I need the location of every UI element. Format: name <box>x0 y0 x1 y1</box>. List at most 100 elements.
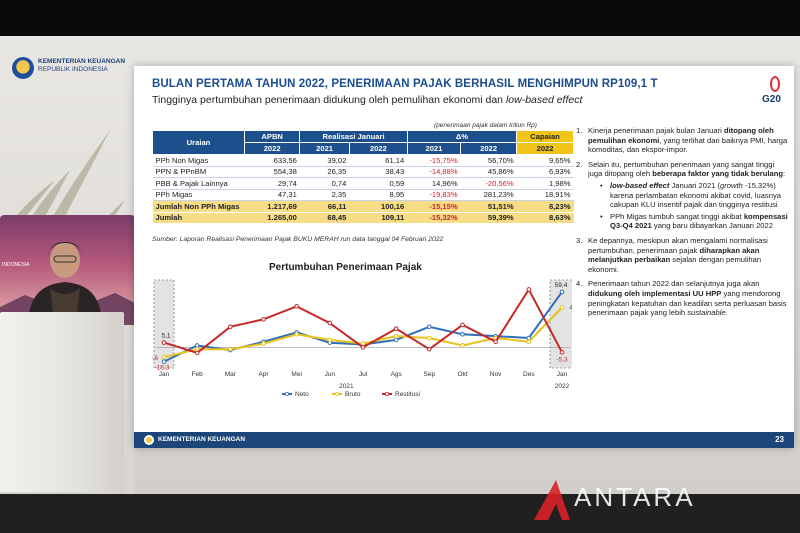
key-point-text: Penerimaan tahun 2022 dan selanjutnya ju… <box>588 279 760 289</box>
series-point <box>261 317 266 322</box>
table-row: PPh Migas 47,31 2,35 8,95 -19,83% 281,23… <box>152 189 574 201</box>
sub-point-1: • low-based effect Januari 2021 (growth … <box>588 181 788 210</box>
legend-marker <box>284 392 289 397</box>
row-d2022: 51,51% <box>460 200 517 213</box>
key-point-3: 3. Ke depannya, meskipun akan mengalami … <box>576 236 788 274</box>
header-delta-2022: 2022 <box>460 142 518 155</box>
row-name: PPh Migas <box>152 189 245 201</box>
data-label-restitusi: -5,3 <box>556 356 568 363</box>
row-r2021: 66,11 <box>299 200 350 213</box>
x-tick-label: Ags <box>391 371 403 378</box>
key-point-number: 1. <box>576 126 583 135</box>
x-tick-label: Mei <box>291 371 301 378</box>
row-r2021: 68,45 <box>299 212 350 224</box>
series-point <box>161 359 167 364</box>
key-point-1: 1. Kinerja penerimaan pajak bulan Januar… <box>576 126 788 155</box>
g20-label: G20 <box>762 94 781 105</box>
key-point-number: 3. <box>576 235 583 245</box>
series-point <box>526 339 532 345</box>
x-tick-label: Feb <box>192 371 204 378</box>
series-line <box>163 291 563 363</box>
key-point-bold: ditopang oleh pemulihan ekonomi <box>588 126 774 145</box>
growth-line-chart: 59,442,7-5,35,1-10,6-15,3JanFebMarAprMei… <box>152 279 572 398</box>
key-point-number: 2. <box>576 159 583 169</box>
legend-label: Restitusi <box>395 391 420 398</box>
year-label-2022: 2022 <box>555 383 570 390</box>
series-point <box>194 350 200 356</box>
ministry-logo-icon <box>12 57 34 79</box>
row-capaian: 1,98% <box>516 177 574 190</box>
series-point <box>261 341 266 346</box>
sub-point-text: yang baru dibayarkan Januari 2022 <box>651 221 773 231</box>
series-point <box>294 303 299 309</box>
sub-point-bold: kompensasi Q3-Q4 2021 <box>610 211 788 231</box>
row-d2021: -15,15% <box>407 200 461 213</box>
row-r2022: 38,43 <box>349 166 408 178</box>
row-d2021: -15,32% <box>407 212 461 224</box>
bottom-letterbox <box>0 494 800 533</box>
year-label-2021: 2021 <box>339 383 354 390</box>
legend-marker <box>334 392 339 397</box>
series-point <box>460 331 465 337</box>
x-tick-label: Jan <box>159 371 170 378</box>
chart-title: Pertumbuhan Penerimaan Pajak <box>269 262 422 273</box>
table-total-row: Jumlah 1.265,00 68,45 109,11 -15,32% 59,… <box>152 212 574 224</box>
data-label-neto: 59,4 <box>555 282 568 289</box>
key-point-text: Ke depannya, meskipun akan mengalami nor… <box>588 235 768 255</box>
x-tick-label: Jul <box>359 371 368 378</box>
key-point-2: 2. Selain itu, pertumbuhan penerimaan ya… <box>576 160 788 231</box>
slide-subtitle: Tingginya pertumbuhan penerimaan didukun… <box>152 94 582 106</box>
display-label: INDONESIA <box>2 262 30 268</box>
key-points-list: 1. Kinerja penerimaan pajak bulan Januar… <box>576 126 788 323</box>
header-capaian: Capaian <box>516 130 574 143</box>
ministry-subtitle: REPUBLIK INDONESIA <box>38 66 108 73</box>
antara-watermark: ANTARA <box>574 482 696 512</box>
row-r2022: 100,16 <box>349 200 408 213</box>
antara-logo-icon <box>534 480 570 520</box>
table-row: PBB & Pajak Lainnya 29,74 0,74 0,59 14,9… <box>152 177 574 190</box>
header-uraian: Uraian <box>152 130 245 155</box>
g20-logo: G20 <box>762 76 790 122</box>
key-point-bold: didukung oleh implementasi UU HPP <box>588 288 722 298</box>
key-point-number: 4. <box>576 279 583 289</box>
slide-subtitle-italic: low-based effect <box>505 94 583 106</box>
row-d2022: 45,86% <box>460 166 517 178</box>
row-apbn: 1.217,69 <box>244 200 300 213</box>
row-r2022: 109,11 <box>349 212 408 224</box>
row-r2021: 2,35 <box>299 189 350 201</box>
series-point <box>327 320 333 326</box>
top-letterbox <box>0 0 800 36</box>
row-d2022: 59,39% <box>460 212 517 224</box>
key-point-text: : <box>783 169 786 179</box>
key-point-text: . <box>725 308 728 318</box>
legend-label: Neto <box>295 391 309 398</box>
series-point <box>393 337 399 343</box>
header-delta: Δ% <box>406 130 518 143</box>
row-name: PPh Non Migas <box>152 154 245 167</box>
row-name: PBB & Pajak Lainnya <box>152 177 245 190</box>
sub-point-bold: low-based effect <box>610 180 670 190</box>
table-row: PPN & PPnBM 554,38 26,35 38,43 -14,88% 4… <box>152 166 574 178</box>
row-name: PPN & PPnBM <box>152 166 245 178</box>
slide-footer: KEMENTERIAN KEUANGAN 23 <box>134 432 794 448</box>
series-point <box>493 339 498 345</box>
row-name: Jumlah <box>152 212 245 224</box>
series-point <box>228 324 233 330</box>
ministry-name: KEMENTERIAN KEUANGAN REPUBLIK INDONESIA <box>38 58 125 74</box>
series-point <box>327 337 333 343</box>
speaker-figure-icon <box>28 242 102 322</box>
x-tick-label: Sep <box>424 371 436 378</box>
row-d2021: 14,96% <box>407 177 461 190</box>
series-point <box>161 354 167 360</box>
footer-ministry: KEMENTERIAN KEUANGAN <box>158 436 246 443</box>
row-apbn: 29,74 <box>244 177 300 190</box>
series-point <box>161 340 167 345</box>
header-realisasi: Realisasi Januari <box>299 130 408 143</box>
row-capaian: 8,23% <box>516 200 574 213</box>
key-point-text: Kinerja penerimaan pajak bulan Januari <box>588 126 724 135</box>
x-tick-label: Jan <box>557 371 568 378</box>
row-r2021: 26,35 <box>299 166 350 178</box>
x-tick-label: Des <box>523 371 535 378</box>
header-realisasi-2021: 2021 <box>299 142 350 155</box>
row-name: Jumlah Non PPh Migas <box>152 200 245 213</box>
